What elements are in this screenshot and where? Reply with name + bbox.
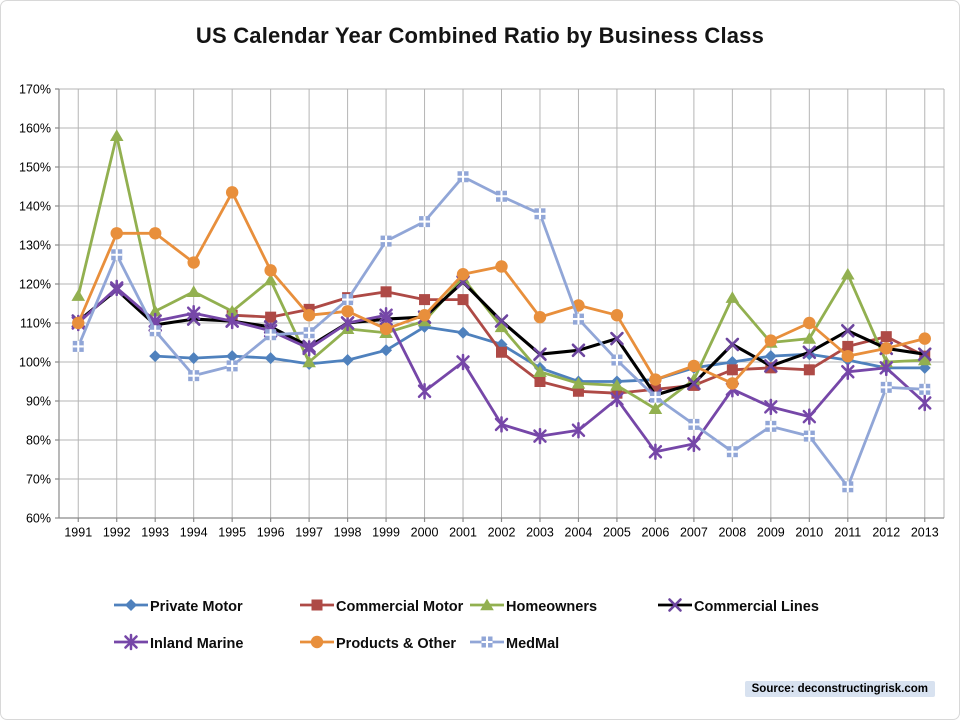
svg-text:1993: 1993 [141, 526, 169, 540]
gridlines [59, 88, 945, 519]
legend-label: MedMal [506, 636, 560, 652]
svg-text:2010: 2010 [795, 526, 823, 540]
svg-text:2002: 2002 [488, 526, 516, 540]
legend-label: Homeowners [506, 599, 598, 615]
svg-text:2008: 2008 [718, 526, 746, 540]
source-note: Source: deconstructingrisk.com [744, 681, 935, 697]
svg-text:90%: 90% [26, 394, 51, 408]
x-axis-labels: 1991 1992 1993 1994 1995 1996 1997 1998 1999 2000… [64, 526, 938, 540]
svg-text:2000: 2000 [411, 526, 439, 540]
legend-item-homeowners: Homeowners [469, 598, 597, 616]
commercial-motor-legend-marker-icon [299, 596, 335, 619]
svg-text:120%: 120% [19, 277, 51, 291]
legend-label: Commercial Motor [336, 599, 464, 615]
svg-text:2011: 2011 [834, 526, 861, 540]
y-axis-labels: 60% 70% 80% 90% 100% 110% 120% 130% 140% 150% 160%… [19, 82, 51, 525]
svg-text:1991: 1991 [64, 526, 92, 540]
svg-text:1998: 1998 [334, 526, 362, 540]
private-motor-legend-marker-icon [113, 596, 149, 619]
products-other-legend-marker-icon [299, 633, 335, 656]
commercial-lines-legend-marker-icon [657, 596, 693, 619]
legend-label: Inland Marine [150, 636, 244, 652]
series-medmal [72, 171, 931, 493]
series-products-other [72, 186, 931, 390]
svg-text:2012: 2012 [872, 526, 900, 540]
chart-legend: Private Motor Commercial Motor Homeowner… [1, 596, 959, 676]
svg-text:1994: 1994 [180, 526, 208, 540]
svg-text:70%: 70% [26, 472, 51, 486]
svg-text:80%: 80% [26, 433, 51, 447]
legend-label: Private Motor [150, 599, 243, 615]
series-inland-marine [71, 279, 932, 460]
svg-text:2001: 2001 [449, 526, 477, 540]
svg-text:130%: 130% [19, 238, 51, 252]
svg-text:2005: 2005 [603, 526, 631, 540]
svg-text:2006: 2006 [642, 526, 670, 540]
svg-text:1999: 1999 [372, 526, 400, 540]
svg-text:170%: 170% [19, 82, 51, 96]
svg-text:2009: 2009 [757, 526, 785, 540]
svg-text:150%: 150% [19, 160, 51, 174]
legend-item-inland-marine: Inland Marine [113, 633, 244, 656]
svg-text:1996: 1996 [257, 526, 285, 540]
legend-item-medmal: MedMal [469, 635, 559, 653]
svg-text:110%: 110% [20, 316, 51, 330]
chart-title: US Calendar Year Combined Ratio by Busin… [195, 23, 765, 48]
svg-text:2007: 2007 [680, 526, 708, 540]
svg-text:160%: 160% [19, 121, 51, 135]
inland-marine-legend-marker-icon [113, 633, 149, 656]
svg-text:2013: 2013 [911, 526, 939, 540]
legend-item-commercial-motor: Commercial Motor [299, 598, 463, 616]
axes [55, 88, 944, 522]
legend-label: Commercial Lines [694, 599, 819, 615]
svg-text:2004: 2004 [565, 526, 593, 540]
svg-text:1995: 1995 [218, 526, 246, 540]
svg-text:140%: 140% [19, 199, 51, 213]
svg-text:1997: 1997 [295, 526, 323, 540]
svg-text:1992: 1992 [103, 526, 131, 540]
legend-item-commercial-lines: Commercial Lines [657, 596, 819, 619]
combined-ratio-line-chart: 60% 70% 80% 90% 100% 110% 120% 130% 140% 150% 160%… [19, 82, 945, 540]
svg-text:100%: 100% [19, 355, 51, 369]
svg-text:60%: 60% [26, 511, 51, 525]
medmal-legend-marker-icon [469, 633, 505, 656]
svg-text:2003: 2003 [526, 526, 554, 540]
legend-item-products-other: Products & Other [299, 635, 456, 653]
homeowners-legend-marker-icon [469, 596, 505, 619]
legend-item-private-motor: Private Motor [113, 598, 243, 616]
legend-label: Products & Other [336, 636, 457, 652]
